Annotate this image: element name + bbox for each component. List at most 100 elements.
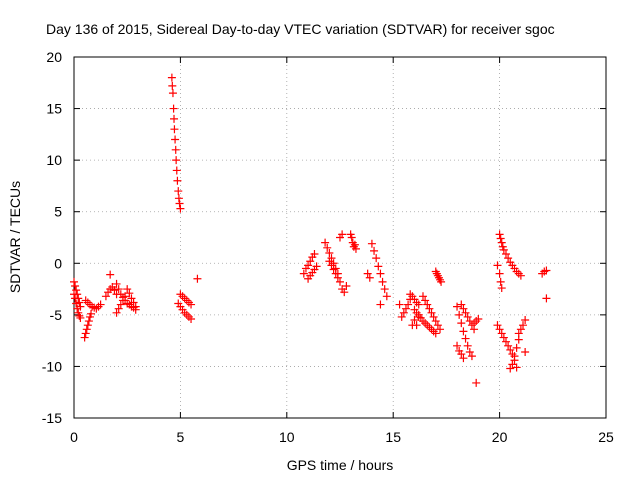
data-point xyxy=(118,296,127,305)
data-point xyxy=(453,341,462,350)
data-point xyxy=(327,261,336,270)
data-point xyxy=(306,257,315,266)
data-point xyxy=(342,281,351,290)
data-point xyxy=(75,311,84,320)
y-tick-label: 10 xyxy=(46,152,62,168)
data-point xyxy=(184,312,193,321)
series-seg-4.9 xyxy=(174,299,196,323)
data-point xyxy=(169,104,178,113)
data-point xyxy=(521,316,530,325)
data-point xyxy=(171,135,180,144)
data-point xyxy=(504,341,513,350)
series-seg-20.0 xyxy=(495,230,525,280)
data-point xyxy=(123,285,132,294)
data-point xyxy=(167,73,176,82)
series-seg-11.0 xyxy=(304,262,321,283)
data-point xyxy=(170,114,179,123)
tick-layer: 0 5 10 15 20 25 -15 -10 -5 0 5 10 15 20 xyxy=(42,49,614,445)
data-point xyxy=(425,323,434,332)
data-point xyxy=(110,286,119,295)
data-point xyxy=(427,308,436,317)
series-seg-16.4 xyxy=(418,292,445,334)
data-point xyxy=(401,304,410,313)
data-point xyxy=(508,360,517,369)
data-point xyxy=(174,187,183,196)
data-point xyxy=(372,254,381,263)
data-point xyxy=(408,321,417,330)
data-point xyxy=(71,281,80,290)
data-point xyxy=(172,156,181,165)
data-point xyxy=(457,319,466,328)
x-tick-label: 20 xyxy=(492,429,508,445)
series-seg-1.5 xyxy=(101,283,121,301)
data-point xyxy=(116,300,125,309)
series-seg-13.0 xyxy=(346,230,358,251)
data-point xyxy=(436,275,445,284)
data-point xyxy=(176,204,185,213)
series-seg-17.0 xyxy=(431,267,446,286)
series-seg-12.5 xyxy=(336,230,347,242)
data-point xyxy=(421,296,430,305)
data-point xyxy=(436,325,445,334)
data-point xyxy=(174,194,183,203)
data-point xyxy=(516,271,525,280)
data-point xyxy=(418,292,427,301)
data-point xyxy=(453,302,462,311)
data-point xyxy=(340,288,349,297)
data-point xyxy=(114,285,123,294)
data-point xyxy=(363,269,372,278)
series-seg-21.0 xyxy=(514,316,530,338)
data-point xyxy=(178,292,187,301)
data-point xyxy=(367,239,376,248)
data-point xyxy=(351,244,360,253)
data-point xyxy=(168,89,177,98)
data-point xyxy=(376,300,385,309)
data-point xyxy=(172,166,181,175)
data-point xyxy=(173,176,182,185)
data-point xyxy=(465,347,474,356)
data-point xyxy=(76,313,85,322)
data-point xyxy=(187,314,196,323)
data-point xyxy=(365,273,374,282)
data-point xyxy=(347,233,356,242)
data-point xyxy=(106,270,115,279)
data-point xyxy=(331,269,340,278)
data-point xyxy=(467,321,476,330)
data-point xyxy=(434,273,443,282)
data-point xyxy=(501,337,510,346)
data-point xyxy=(114,304,123,313)
y-tick-label: -5 xyxy=(50,307,63,323)
data-point xyxy=(92,304,101,313)
data-point xyxy=(423,300,432,309)
data-point xyxy=(497,329,506,338)
series-seg-11.8 xyxy=(321,238,342,278)
data-point xyxy=(70,290,78,299)
data-point xyxy=(514,329,523,338)
data-point xyxy=(168,81,177,90)
chart-title: Day 136 of 2015, Sidereal Day-to-day VTE… xyxy=(46,21,555,37)
data-point xyxy=(336,277,344,286)
data-point xyxy=(459,327,468,336)
data-point xyxy=(333,273,342,282)
data-point xyxy=(496,234,505,243)
data-point xyxy=(521,347,530,356)
data-point xyxy=(414,312,423,321)
series-seg-22.2 xyxy=(542,294,551,303)
data-point xyxy=(170,125,179,134)
data-point xyxy=(542,294,551,303)
series-seg-5.0 xyxy=(176,290,196,309)
series-seg-22.1 xyxy=(538,266,551,278)
data-point xyxy=(542,266,551,275)
data-point xyxy=(376,269,385,278)
series-seg-0.6 xyxy=(81,296,105,313)
y-axis-label: SDTVAR / TECUs xyxy=(7,181,23,293)
data-point xyxy=(323,243,332,252)
series-seg-21.2 xyxy=(521,347,530,356)
series-seg-5.8 xyxy=(193,274,202,283)
data-point xyxy=(71,294,80,303)
y-tick-label: 5 xyxy=(54,204,62,220)
data-point xyxy=(72,286,81,295)
series-seg-12.0 xyxy=(325,257,344,286)
data-point xyxy=(112,308,121,317)
data-point xyxy=(171,145,180,154)
